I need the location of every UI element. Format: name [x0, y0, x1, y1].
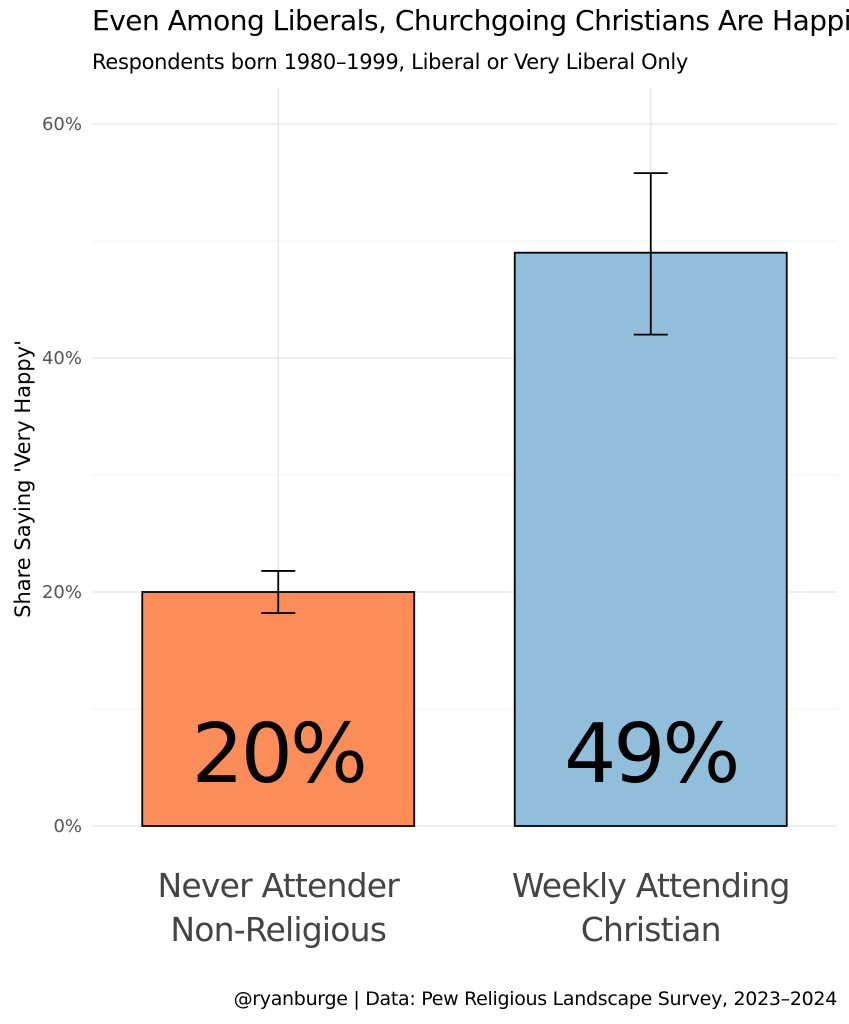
- data-label: 49%: [564, 707, 737, 802]
- y-tick-label: 0%: [53, 816, 82, 837]
- y-axis-label: Share Saying 'Very Happy': [11, 340, 35, 618]
- chart-caption: @ryanburge | Data: Pew Religious Landsca…: [233, 988, 838, 1010]
- x-tick-label: Non-Religious: [170, 910, 386, 949]
- y-tick-label: 20%: [42, 582, 82, 603]
- x-tick-label: Weekly Attending: [512, 866, 790, 905]
- y-tick-label: 40%: [42, 348, 82, 369]
- chart-title: Even Among Liberals, Churchgoing Christi…: [92, 4, 849, 37]
- x-tick-label: Christian: [581, 910, 721, 949]
- data-label: 20%: [192, 707, 365, 802]
- x-tick-label: Never Attender: [157, 866, 400, 905]
- chart-subtitle: Respondents born 1980–1999, Liberal or V…: [92, 50, 689, 74]
- bar: [513, 251, 788, 827]
- y-tick-label: 60%: [42, 114, 82, 135]
- bar: [141, 591, 416, 827]
